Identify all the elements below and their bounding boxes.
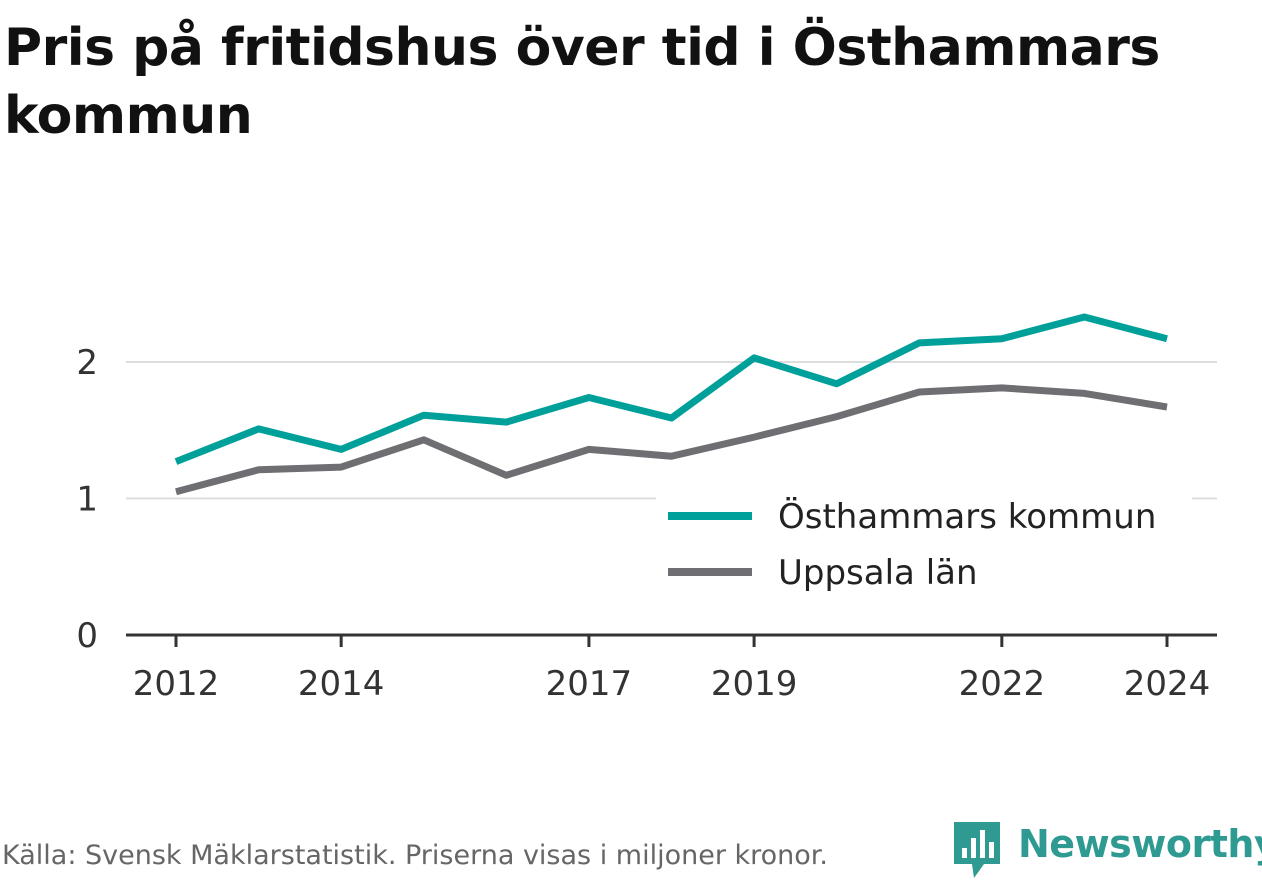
chart-title: Pris på fritidshus över tid i Östhammars…	[4, 18, 1160, 146]
legend: Östhammars kommun Uppsala län	[656, 496, 1192, 609]
series-line-0	[174, 313, 1168, 465]
series-lines	[174, 313, 1168, 496]
x-tick-label: 2017	[546, 664, 633, 704]
x-tick-label: 2024	[1124, 664, 1211, 704]
x-tick-label: 2014	[298, 664, 385, 704]
line-chart: 2012 2014 2017 2019 2022 2024 0 1 2 Östhammars …	[76, 313, 1217, 704]
y-tick-label: 2	[76, 343, 98, 383]
x-tick-label: 2019	[711, 664, 798, 704]
y-tick-label: 1	[76, 480, 98, 520]
bar-chart-speech-bubble-icon	[954, 822, 1000, 878]
source-note: Källa: Svensk Mäklarstatistik. Priserna …	[2, 840, 829, 871]
y-tick-label: 0	[76, 616, 98, 656]
grid-lines	[126, 361, 1217, 500]
brand-name: Newsworthy	[1018, 822, 1262, 866]
legend-label: Uppsala län	[778, 553, 978, 593]
y-axis-tick-labels: 0 1 2	[76, 343, 98, 656]
x-tick-label: 2022	[959, 664, 1046, 704]
x-tick-label: 2012	[133, 664, 220, 704]
x-axis: 2012 2014 2017 2019 2022 2024	[126, 633, 1217, 704]
legend-label: Östhammars kommun	[778, 496, 1156, 537]
newsworthy-logo: Newsworthy	[952, 818, 1262, 880]
series-line-1	[175, 384, 1168, 496]
